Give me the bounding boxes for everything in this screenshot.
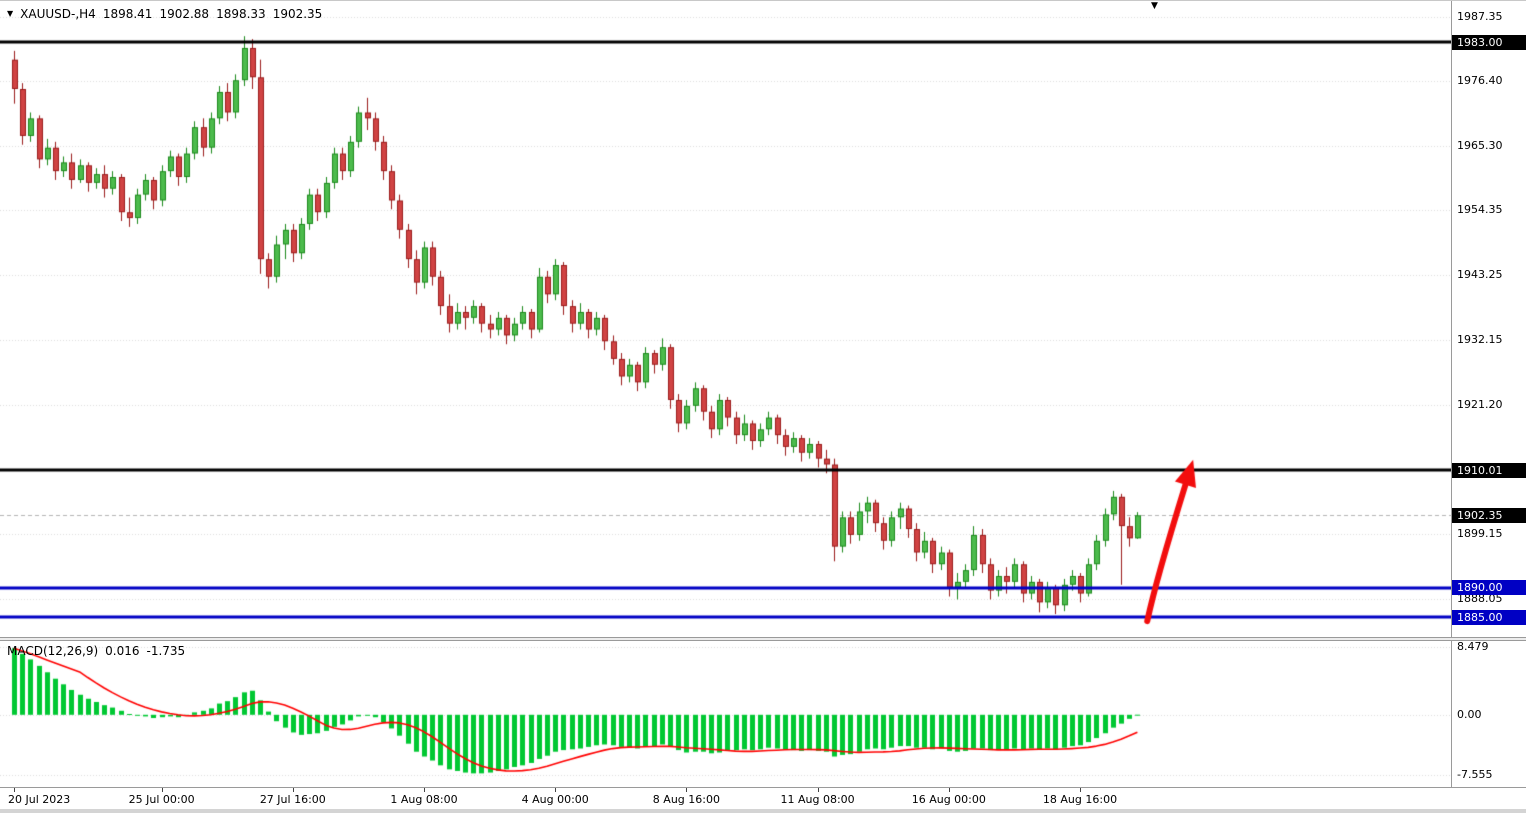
price-tick-label: 1932.15: [1457, 333, 1503, 347]
macd-tick-label: -7.555: [1457, 768, 1493, 782]
price-badge-1890.00: 1890.00: [1452, 580, 1526, 596]
time-tick-label: 11 Aug 08:00: [780, 793, 855, 806]
macd-tick-label: 0.00: [1457, 707, 1482, 721]
price-badge-1902.35: 1902.35: [1452, 507, 1526, 523]
time-tick-mark: [162, 788, 163, 792]
bottom-scroll-strip: [0, 809, 1526, 813]
macd-tick-label: 8.479: [1457, 639, 1489, 653]
price-tick-label: 1888.05: [1457, 592, 1503, 606]
time-tick-mark: [949, 788, 950, 792]
price-badge-1983.00: 1983.00: [1452, 34, 1526, 50]
time-tick-mark: [14, 788, 15, 792]
chart-shift-marker-icon[interactable]: ▼: [1151, 1, 1158, 11]
time-tick-label: 18 Aug 16:00: [1042, 793, 1118, 806]
time-tick-mark: [1080, 788, 1081, 792]
time-tick-label: 8 Aug 16:00: [652, 793, 720, 806]
time-tick-label: 25 Jul 00:00: [128, 793, 195, 806]
price-tick-label: 1987.35: [1457, 9, 1503, 23]
pane-splitter[interactable]: [0, 637, 1526, 641]
price-tick-label: 1954.35: [1457, 203, 1503, 217]
time-axis[interactable]: 20 Jul 2023 25 Jul 00:00 27 Jul 16:00 1 Aug…: [0, 787, 1526, 809]
price-chart-canvas[interactable]: [0, 1, 1451, 637]
macd-main-value: 0.016: [105, 644, 140, 658]
price-tick-label: 1943.25: [1457, 268, 1503, 282]
macd-signal-value: -1.735: [146, 644, 186, 658]
low-value: 1898.33: [216, 7, 266, 21]
close-value: 1902.35: [272, 7, 323, 21]
time-tick-mark: [555, 788, 556, 792]
time-tick-label: 1 Aug 08:00: [390, 793, 458, 806]
time-tick-mark: [424, 788, 425, 792]
chart-ohlc-header: ▼ XAUUSD-,H4 1898.41 1902.88 1898.33 190…: [7, 7, 322, 21]
time-tick-label: 16 Aug 00:00: [911, 793, 986, 806]
price-badge-1885.00: 1885.00: [1452, 609, 1526, 625]
time-tick-mark: [293, 788, 294, 792]
chart-dropdown-icon: ▼: [7, 9, 14, 18]
time-tick-label: 27 Jul 16:00: [259, 793, 326, 806]
price-tick-label: 1976.40: [1457, 73, 1503, 87]
macd-indicator-name: MACD(12,26,9): [7, 644, 99, 658]
price-tick-label: 1921.20: [1457, 397, 1503, 411]
time-tick-mark: [818, 788, 819, 792]
open-value: 1898.41: [102, 7, 153, 21]
symbol-timeframe-label: XAUUSD-,H4: [20, 7, 96, 21]
time-tick-mark: [686, 788, 687, 792]
price-badge-1910.01: 1910.01: [1452, 462, 1526, 478]
time-tick-label: 20 Jul 2023: [8, 793, 71, 806]
macd-indicator-label: MACD(12,26,9) 0.016 -1.735: [7, 644, 185, 658]
time-tick-label: 4 Aug 00:00: [521, 793, 589, 806]
high-value: 1902.88: [159, 7, 210, 21]
price-tick-label: 1965.30: [1457, 138, 1503, 152]
price-tick-label: 1899.15: [1457, 527, 1503, 541]
price-axis[interactable]: 1987.35 1976.40 1965.30 1954.35 1943.25 1932.…: [1451, 1, 1526, 787]
macd-chart-canvas[interactable]: [0, 641, 1451, 787]
